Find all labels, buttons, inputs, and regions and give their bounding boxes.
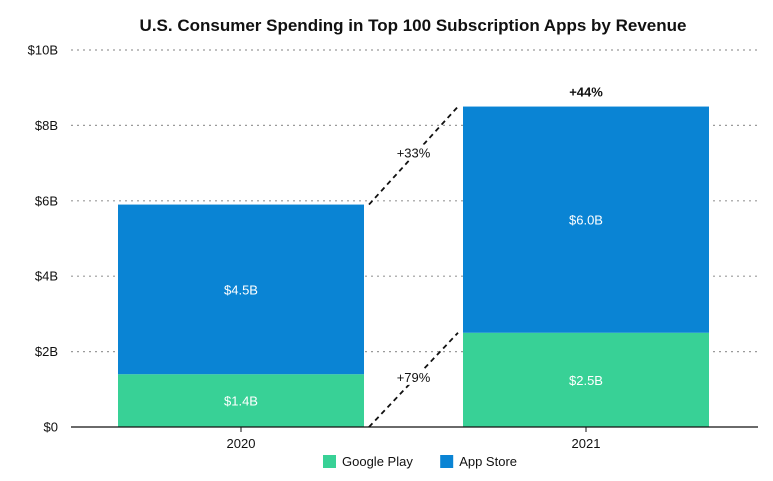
y-tick-label: $8B: [35, 118, 58, 133]
bar-value-label: $2.5B: [569, 373, 603, 388]
growth-label: +33%: [397, 146, 431, 161]
x-tick-label: 2021: [572, 436, 601, 451]
y-tick-label: $2B: [35, 344, 58, 359]
chart-title: U.S. Consumer Spending in Top 100 Subscr…: [140, 16, 687, 35]
legend: Google Play App Store: [323, 454, 517, 469]
y-tick-label: $0: [44, 420, 58, 435]
annotations: +33% +79% +44%: [368, 85, 603, 428]
legend-label-google-play: Google Play: [342, 454, 413, 469]
legend-swatch-app-store: [440, 455, 454, 468]
bar-value-label: $6.0B: [569, 213, 603, 228]
bar-google-play-2020: [118, 374, 364, 427]
x-axis: 2020 2021: [71, 426, 758, 451]
growth-label-bg: [393, 144, 434, 161]
bar-value-label: $1.4B: [224, 394, 258, 409]
legend-label-app-store: App Store: [459, 454, 517, 469]
bar-value-label: $4.5B: [224, 282, 258, 297]
y-tick-label: $10B: [28, 43, 58, 58]
y-axis: $0 $2B $4B $6B $8B $10B: [28, 43, 58, 435]
y-tick-label: $4B: [35, 269, 58, 284]
bar-app-store-2020: [118, 204, 364, 375]
y-tick-label: $6B: [35, 193, 58, 208]
total-growth-label: +44%: [569, 85, 603, 100]
bars: $1.4B $4.5B $2.5B $6.0B: [118, 106, 709, 427]
x-tick-label: 2020: [227, 436, 256, 451]
growth-label: +79%: [397, 370, 431, 385]
growth-label-bg: [393, 368, 434, 385]
bar-google-play-2021: [463, 332, 709, 427]
bar-app-store-2021: [463, 106, 709, 333]
legend-swatch-google-play: [323, 455, 336, 468]
